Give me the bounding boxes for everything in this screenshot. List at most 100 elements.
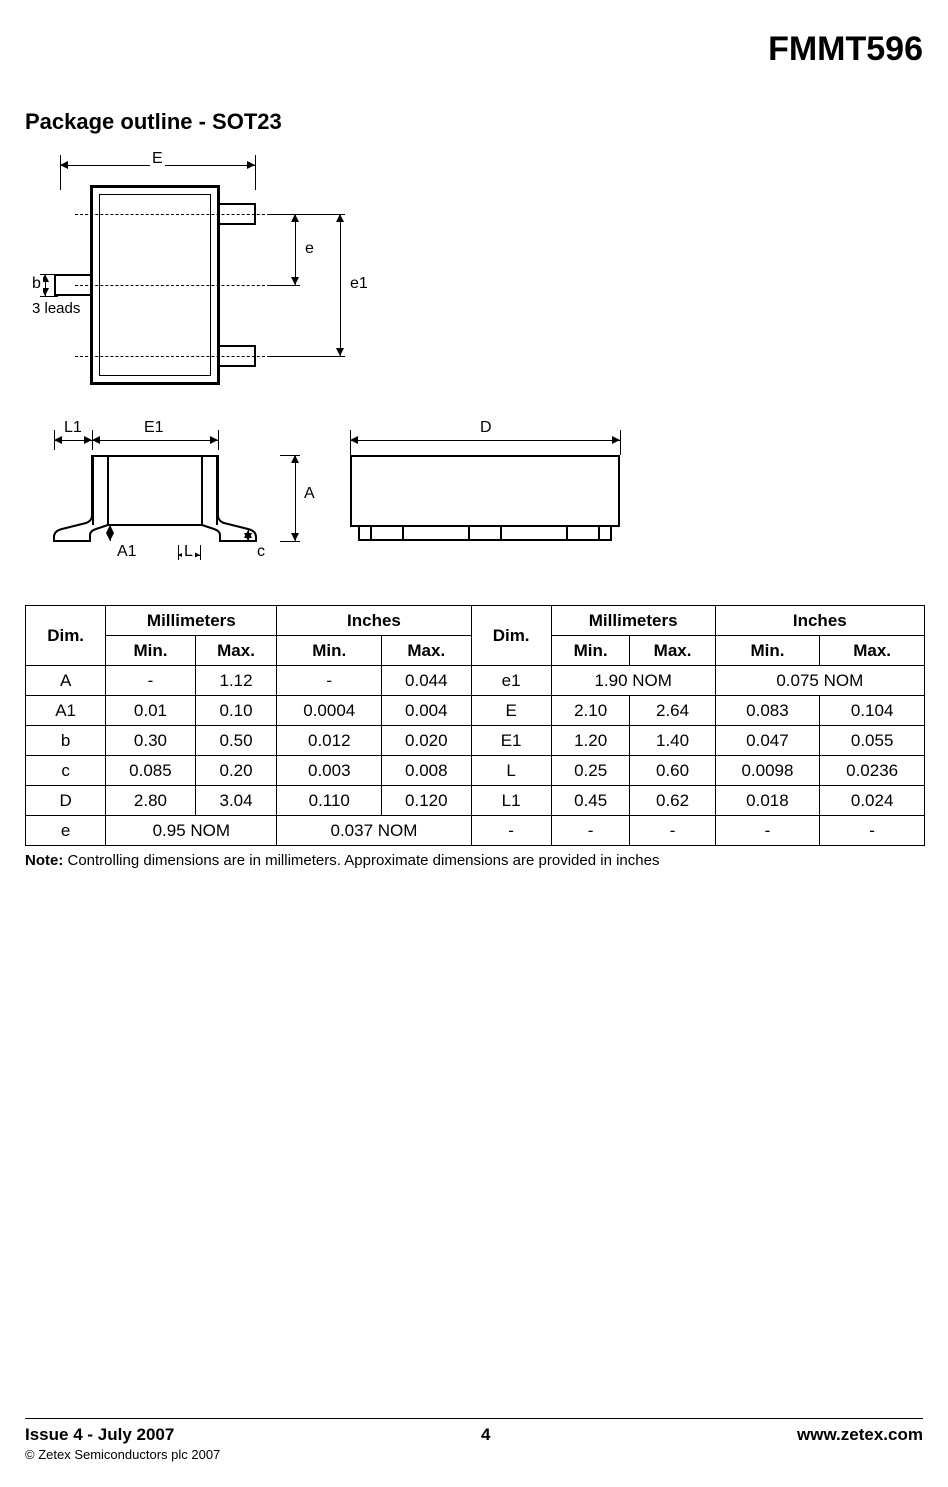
dim-e1-arrow (340, 214, 341, 356)
three-leads-label: 3 leads (30, 300, 82, 317)
table-cell: E1 (471, 726, 551, 756)
table-cell: 0.012 (277, 726, 382, 756)
dim-e1-label: e1 (348, 275, 370, 293)
table-cell: 0.30 (106, 726, 195, 756)
table-cell: - (106, 666, 195, 696)
table-cell: 0.95 NOM (106, 816, 277, 846)
table-cell: 0.075 NOM (715, 666, 924, 696)
dim-ext (200, 545, 201, 560)
centerline (75, 285, 275, 286)
table-cell: 0.01 (106, 696, 195, 726)
table-cell: - (551, 816, 630, 846)
table-cell: 1.40 (630, 726, 715, 756)
table-cell: L1 (471, 786, 551, 816)
table-cell: 0.020 (382, 726, 471, 756)
table-cell: 2.10 (551, 696, 630, 726)
table-cell: 1.12 (195, 666, 277, 696)
footer-copyright: © Zetex Semiconductors plc 2007 (25, 1447, 923, 1462)
dim-L1-arrow (54, 440, 92, 441)
table-cell: 0.110 (277, 786, 382, 816)
table-row: b0.300.500.0120.020E11.201.400.0470.055 (26, 726, 925, 756)
dim-c-arrow (248, 530, 249, 541)
dim-ext (40, 296, 58, 297)
table-cell: 0.60 (630, 756, 715, 786)
table-cell: - (471, 816, 551, 846)
th-max: Max. (820, 636, 925, 666)
dim-E-label: E (150, 150, 165, 168)
table-cell: - (630, 816, 715, 846)
dim-E1-arrow (92, 440, 218, 441)
dim-A1-arrow (110, 525, 111, 541)
package-outline-diagram: E b 3 leads e e1 (30, 155, 650, 585)
th-dim: Dim. (26, 606, 106, 666)
dim-E1-label: E1 (142, 419, 166, 437)
table-cell: 0.104 (820, 696, 925, 726)
table-cell: - (277, 666, 382, 696)
table-cell: 3.04 (195, 786, 277, 816)
table-row: A-1.12-0.044e11.90 NOM0.075 NOM (26, 666, 925, 696)
th-in: Inches (715, 606, 924, 636)
dim-ext (270, 356, 345, 357)
table-cell: 0.0004 (277, 696, 382, 726)
table-cell: c (26, 756, 106, 786)
dim-b-label: b (30, 275, 43, 293)
th-min: Min. (277, 636, 382, 666)
table-row: c0.0850.200.0030.008L0.250.600.00980.023… (26, 756, 925, 786)
table-cell: 0.62 (630, 786, 715, 816)
dim-D-label: D (478, 419, 494, 437)
sideview-foot (468, 527, 502, 541)
table-cell: 0.085 (106, 756, 195, 786)
table-row: A10.010.100.00040.004E2.102.640.0830.104 (26, 696, 925, 726)
th-min: Min. (715, 636, 820, 666)
table-cell: 2.80 (106, 786, 195, 816)
table-cell: 0.50 (195, 726, 277, 756)
th-max: Max. (195, 636, 277, 666)
table-cell: E (471, 696, 551, 726)
note-label: Note: (25, 852, 63, 869)
table-cell: L (471, 756, 551, 786)
sideview-body (350, 455, 620, 527)
footer-issue: Issue 4 - July 2007 (25, 1425, 174, 1445)
th-min: Min. (106, 636, 195, 666)
table-cell: A (26, 666, 106, 696)
table-cell: 0.25 (551, 756, 630, 786)
table-cell: A1 (26, 696, 106, 726)
table-cell: - (715, 816, 820, 846)
dim-L1-label: L1 (62, 419, 84, 437)
table-cell: 0.45 (551, 786, 630, 816)
dim-A-label: A (302, 485, 317, 503)
dim-b-arrow (45, 274, 46, 296)
table-row: e0.95 NOM0.037 NOM----- (26, 816, 925, 846)
th-max: Max. (630, 636, 715, 666)
dim-c-label: c (255, 543, 267, 561)
th-in: Inches (277, 606, 471, 636)
table-cell: 2.64 (630, 696, 715, 726)
table-row: D2.803.040.1100.120L10.450.620.0180.024 (26, 786, 925, 816)
dim-ext (218, 430, 219, 450)
table-cell: 0.044 (382, 666, 471, 696)
dim-e-arrow (295, 214, 296, 285)
dim-A-arrow (295, 455, 296, 541)
table-cell: 1.20 (551, 726, 630, 756)
dim-ext (270, 285, 300, 286)
table-cell: 0.0236 (820, 756, 925, 786)
table-cell: 0.0098 (715, 756, 820, 786)
sideview-foot (566, 527, 600, 541)
th-mm: Millimeters (551, 606, 715, 636)
footer-page: 4 (481, 1425, 490, 1445)
th-dim: Dim. (471, 606, 551, 666)
section-title: Package outline - SOT23 (25, 109, 923, 135)
table-cell: 0.004 (382, 696, 471, 726)
note: Note: Controlling dimensions are in mill… (25, 852, 923, 869)
note-text: Controlling dimensions are in millimeter… (63, 852, 659, 869)
table-cell: 0.008 (382, 756, 471, 786)
dim-ext (620, 430, 621, 455)
sideview-foot (370, 527, 404, 541)
th-max: Max. (382, 636, 471, 666)
table-cell: 0.024 (820, 786, 925, 816)
dimensions-table: Dim. Millimeters Inches Dim. Millimeters… (25, 605, 925, 846)
table-cell: 0.037 NOM (277, 816, 471, 846)
part-number: FMMT596 (25, 30, 923, 69)
footer-url: www.zetex.com (797, 1425, 923, 1445)
table-cell: D (26, 786, 106, 816)
